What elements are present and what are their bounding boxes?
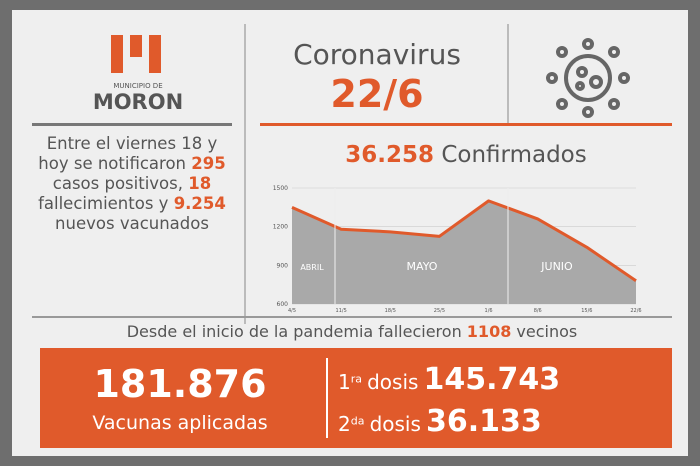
ordinal: 2 [338, 412, 351, 436]
vaccine-total-label: Vacunas aplicadas [92, 412, 268, 434]
cases: 295 [191, 154, 226, 173]
x-tick-label: 22/6 [630, 308, 641, 314]
ordinal-suffix: ra [350, 372, 362, 386]
confirmed: 36.258 Confirmados [260, 142, 672, 168]
deaths-text: Desde el inicio de la pandemia fallecier… [126, 322, 462, 341]
panel: MUNICIPIO DE MORON Coronavirus 22/6 Entr… [12, 10, 688, 456]
deaths-text: vecinos [516, 322, 578, 341]
month-label: MAYO [407, 260, 438, 273]
area [292, 200, 636, 304]
dose-number: 145.743 [423, 362, 561, 397]
dose-label: dosis [369, 412, 421, 436]
dose-label: dosis [367, 370, 419, 394]
deaths-week: 18 [188, 174, 212, 193]
title: Coronavirus [293, 38, 461, 71]
y-tick-label: 1200 [273, 224, 288, 231]
divider [326, 358, 328, 438]
summary: Entre el viernes 18 y hoy se notificaron… [32, 134, 232, 234]
divider [244, 24, 246, 324]
month-label: ABRIL [300, 263, 324, 272]
x-tick-label: 11/5 [336, 308, 347, 314]
ordinal-suffix: da [350, 414, 365, 428]
chart: 600 900 1200 1500 4/5 11/5 18/5 25/5 1/6 8/6 15/6 2… [273, 185, 642, 314]
first-dose: 1ra dosis 145.743 [338, 362, 560, 397]
divider [507, 24, 509, 124]
summary-text: nuevos vacunados [55, 214, 209, 233]
confirmed-label: Confirmados [441, 142, 587, 168]
date: 22/6 [330, 72, 424, 116]
vaccine-total: 181.876 [93, 362, 267, 406]
deaths-number: 1108 [466, 322, 512, 341]
rule [32, 316, 672, 318]
x-tick-label: 8/6 [534, 308, 542, 314]
summary-text: fallecimientos y [38, 194, 169, 213]
virus-icon [546, 38, 630, 118]
second-dose: 2da dosis 36.133 [338, 404, 542, 439]
ordinal: 1 [338, 370, 351, 394]
vaccinated: 9.254 [173, 194, 226, 213]
vaccine-box: 181.876 Vacunas aplicadas 1ra dosis 145.… [40, 348, 672, 448]
x-tick-label: 18/5 [385, 308, 396, 314]
x-tick-label: 4/5 [288, 308, 296, 314]
deaths: Desde el inicio de la pandemia fallecier… [32, 322, 672, 341]
line [291, 199, 637, 283]
logo-top: MUNICIPIO DE [113, 82, 163, 90]
x-tick-label: 25/5 [434, 308, 445, 314]
x-tick-label: 15/6 [581, 308, 592, 314]
rule [32, 123, 232, 126]
y-tick-label: 1500 [273, 185, 288, 192]
y-tick-label: 900 [277, 262, 289, 269]
y-tick-label: 600 [277, 301, 289, 308]
month-label: JUNIO [540, 260, 573, 273]
rule [260, 123, 672, 126]
dose-number: 36.133 [425, 404, 542, 439]
logo-name: MORON [92, 90, 184, 114]
summary-text: casos positivos, [52, 174, 183, 193]
summary-text: Entre el viernes 18 y hoy se notificaron [38, 134, 218, 173]
confirmed-number: 36.258 [345, 142, 435, 168]
logo-mark [111, 35, 161, 73]
x-tick-label: 1/6 [485, 308, 493, 314]
